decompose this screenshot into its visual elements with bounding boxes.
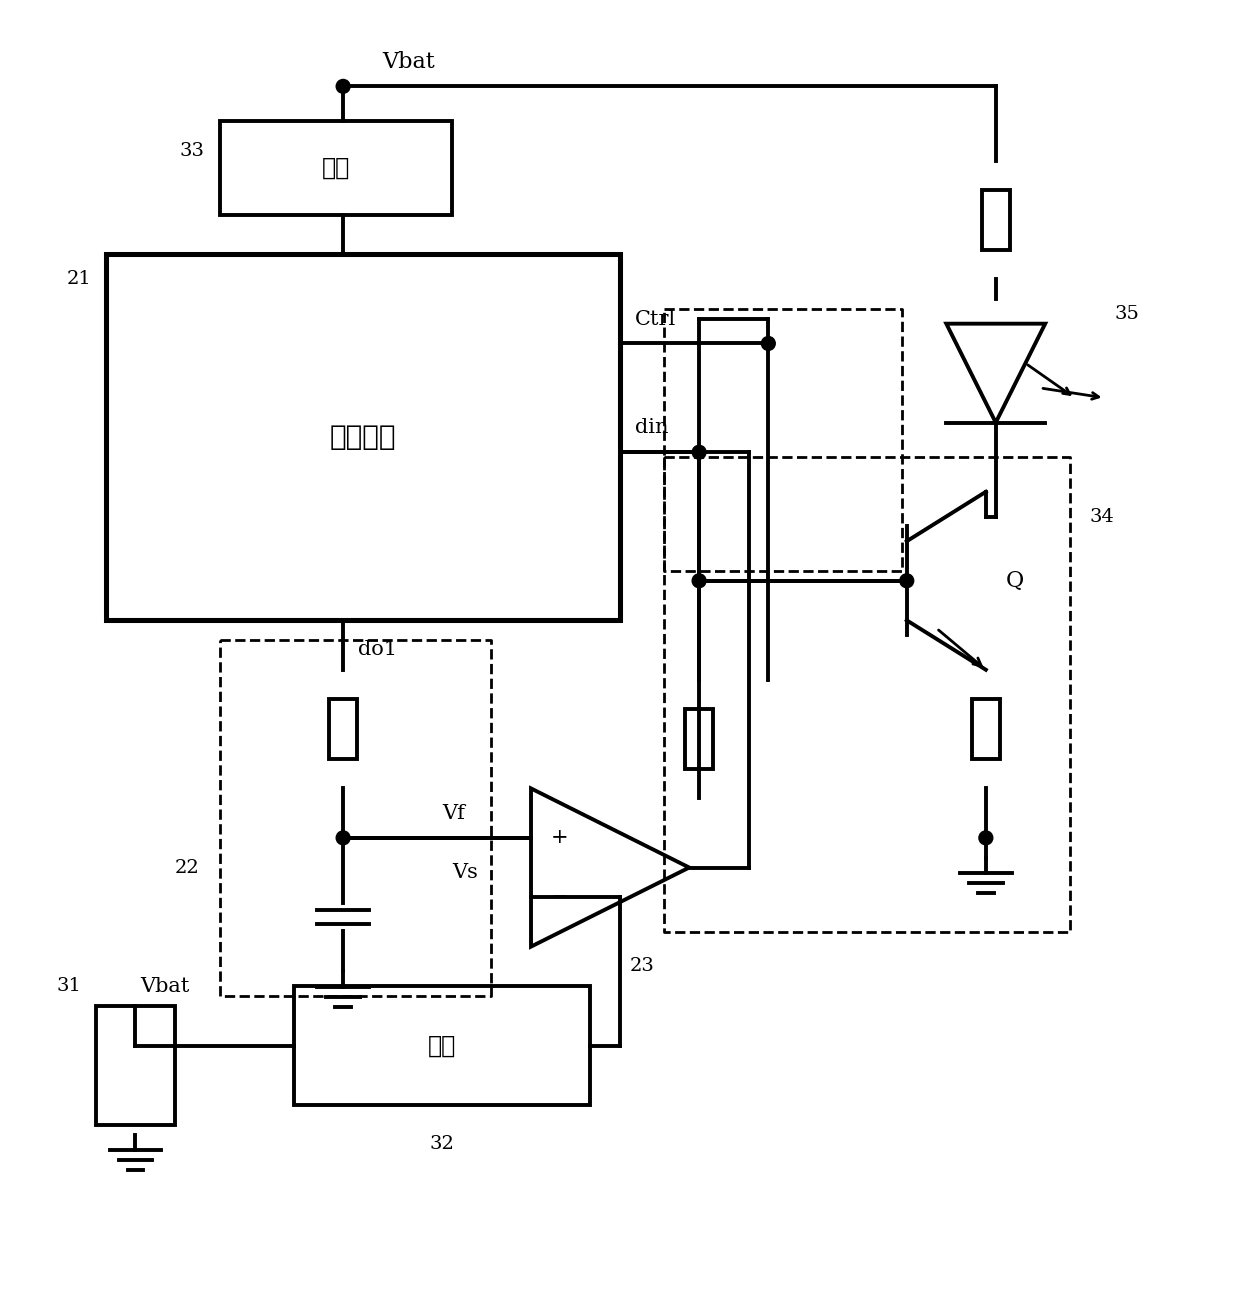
Bar xyxy=(972,700,999,759)
Text: Vbat: Vbat xyxy=(383,51,435,73)
Bar xyxy=(982,191,1009,249)
Circle shape xyxy=(336,831,350,845)
Text: Ctrl: Ctrl xyxy=(635,310,676,328)
Bar xyxy=(330,700,357,759)
Circle shape xyxy=(336,79,350,93)
Circle shape xyxy=(900,574,914,588)
Text: −: − xyxy=(551,888,568,907)
Text: 31: 31 xyxy=(56,977,81,996)
Text: Vbat: Vbat xyxy=(140,976,190,996)
Circle shape xyxy=(692,574,706,588)
Text: 采样: 采样 xyxy=(428,1033,456,1058)
Text: din: din xyxy=(635,418,668,437)
Text: 变换: 变换 xyxy=(321,156,350,180)
Bar xyxy=(294,986,590,1105)
Bar xyxy=(686,709,713,768)
Circle shape xyxy=(692,445,706,459)
Text: 23: 23 xyxy=(630,957,655,975)
Text: Vf: Vf xyxy=(441,803,465,823)
Text: +: + xyxy=(551,828,568,848)
Circle shape xyxy=(761,336,775,350)
Bar xyxy=(219,121,451,215)
Bar xyxy=(95,1006,175,1124)
Text: 21: 21 xyxy=(66,270,91,288)
Text: Q: Q xyxy=(1006,570,1024,592)
Text: do1: do1 xyxy=(358,640,397,659)
Text: Vs: Vs xyxy=(451,863,477,883)
Text: 数字电路: 数字电路 xyxy=(330,423,396,452)
Text: 33: 33 xyxy=(180,141,205,160)
Text: 34: 34 xyxy=(1090,508,1115,526)
Bar xyxy=(105,254,620,620)
Text: 32: 32 xyxy=(429,1134,454,1153)
Circle shape xyxy=(978,831,993,845)
Text: 22: 22 xyxy=(175,858,200,876)
Text: 35: 35 xyxy=(1115,305,1140,323)
